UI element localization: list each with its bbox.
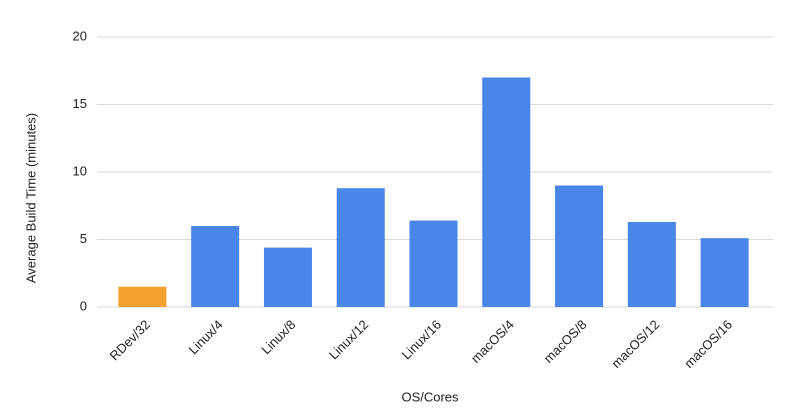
- bar: [191, 226, 240, 307]
- x-tick-label: Linux/16: [399, 317, 444, 362]
- x-tick-label: RDev/32: [107, 317, 153, 363]
- bar: [555, 185, 604, 307]
- bar: [700, 238, 749, 307]
- y-tick-label: 10: [73, 163, 87, 178]
- x-axis-title: OS/Cores: [401, 389, 459, 404]
- bar: [118, 286, 167, 307]
- x-tick-label: macOS/4: [468, 317, 517, 366]
- y-tick-label: 5: [80, 231, 87, 246]
- x-tick-label: Linux/8: [258, 317, 298, 357]
- x-tick-label: macOS/8: [541, 317, 590, 366]
- x-tick-label: Linux/4: [185, 317, 225, 357]
- x-tick-label: macOS/16: [681, 317, 735, 371]
- x-tick-label: Linux/12: [326, 317, 371, 362]
- bar: [482, 77, 531, 307]
- y-tick-label: 15: [73, 96, 87, 111]
- bar: [409, 220, 458, 307]
- y-tick-label: 0: [80, 298, 87, 313]
- bar: [627, 221, 676, 307]
- y-axis-title: Average Build Time (minutes): [23, 113, 38, 283]
- bar: [336, 188, 385, 307]
- y-tick-label: 20: [73, 28, 87, 43]
- x-tick-label: macOS/12: [608, 317, 662, 371]
- bar: [263, 247, 312, 307]
